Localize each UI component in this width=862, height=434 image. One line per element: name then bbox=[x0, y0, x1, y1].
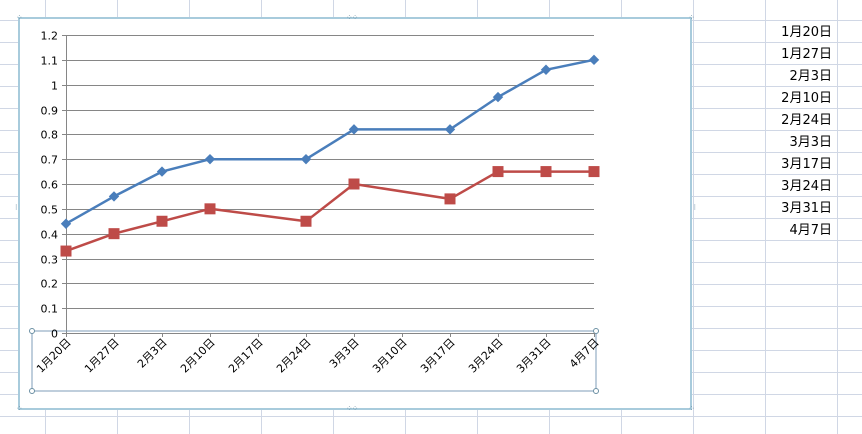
spreadsheet-cell[interactable]: 4月7日 bbox=[789, 223, 832, 238]
y-tick-label: 0.4 bbox=[41, 229, 59, 242]
data-point-square[interactable] bbox=[60, 245, 72, 257]
x-tick-label: 3月3日 bbox=[327, 336, 362, 371]
spreadsheet-date-column[interactable]: 1月20日 1月27日 2月3日 2月10日 2月24日 3月3日 3月17日 3月24日 3月… bbox=[718, 22, 834, 242]
spreadsheet-cell[interactable]: 1月20日 bbox=[781, 25, 832, 40]
data-point-diamond[interactable] bbox=[540, 64, 552, 75]
series-line[interactable] bbox=[65, 58, 595, 225]
data-point-square[interactable] bbox=[588, 166, 600, 178]
axis-selection-handle[interactable] bbox=[29, 388, 35, 394]
y-tick-label: 0.6 bbox=[41, 179, 59, 192]
series[interactable] bbox=[60, 54, 600, 257]
spreadsheet-cell[interactable]: 3月3日 bbox=[789, 135, 832, 150]
data-point-square[interactable] bbox=[300, 215, 312, 227]
data-point-diamond[interactable] bbox=[444, 124, 456, 135]
resize-handle-bottom[interactable]: ⁘⁘ bbox=[346, 404, 358, 413]
x-axis-tick-labels[interactable]: 1月20日 1月27日 2月3日 2月10日 2月17日 2月24日 3月3日 3月10日 3月… bbox=[34, 336, 602, 376]
data-point-square[interactable] bbox=[156, 215, 168, 227]
x-tick-label: 1月27日 bbox=[82, 336, 122, 376]
y-tick-label: 0.2 bbox=[41, 278, 59, 291]
data-point-diamond[interactable] bbox=[108, 191, 120, 202]
x-tick-label: 2月24日 bbox=[274, 336, 314, 376]
spreadsheet-cell[interactable]: 2月10日 bbox=[781, 91, 832, 106]
y-tick-label: 0.7 bbox=[41, 154, 59, 167]
resize-handle-bottom-right[interactable]: ⁘ bbox=[688, 404, 695, 413]
series-2[interactable] bbox=[60, 166, 600, 257]
data-point-square[interactable] bbox=[540, 166, 552, 178]
data-point-diamond[interactable] bbox=[300, 153, 312, 165]
x-axis-selection-box[interactable] bbox=[31, 330, 597, 392]
y-tick-label: 0.8 bbox=[41, 129, 59, 142]
y-tick-label: 0.1 bbox=[41, 303, 59, 316]
y-tick-label: 0.9 bbox=[41, 105, 59, 118]
axis-selection-handle[interactable] bbox=[29, 328, 35, 334]
gridlines bbox=[62, 35, 594, 334]
resize-handle-left[interactable]: ⁝ bbox=[15, 203, 17, 212]
x-tick-label: 3月17日 bbox=[418, 336, 458, 376]
x-tick-label: 1月20日 bbox=[34, 336, 74, 376]
resize-handle-bottom-left[interactable]: ⁘ bbox=[16, 404, 23, 413]
chart-area-frame[interactable]: ⁘ ⁘⁘ ⁘ ⁝ ⁝ ⁘ ⁘⁘ ⁘ bbox=[15, 13, 696, 413]
axes bbox=[29, 35, 599, 394]
x-tick-label: 2月17日 bbox=[226, 336, 266, 376]
resize-handle-top-right[interactable]: ⁘ bbox=[688, 13, 695, 22]
spreadsheet-cell[interactable]: 2月24日 bbox=[781, 113, 832, 128]
y-tick-label: 0.5 bbox=[41, 204, 59, 217]
data-point-diamond[interactable] bbox=[60, 218, 72, 229]
x-tick-label: 3月31日 bbox=[514, 336, 554, 376]
data-point-square[interactable] bbox=[348, 178, 360, 190]
y-tick-label: 1 bbox=[51, 80, 58, 93]
data-point-square[interactable] bbox=[492, 166, 504, 178]
spreadsheet-cell[interactable]: 3月31日 bbox=[781, 201, 832, 216]
axis-selection-handle[interactable] bbox=[593, 388, 599, 394]
line-chart: 0 0.1 0.2 0.3 0.4 0.5 0.6 0.7 0.8 0.9 1 1.1 1.2 1月20… bbox=[29, 30, 602, 394]
data-point-square[interactable] bbox=[444, 193, 456, 205]
y-tick-label: 1.2 bbox=[41, 30, 59, 43]
spreadsheet-cell[interactable]: 1月27日 bbox=[781, 47, 832, 62]
x-tick-label: 2月3日 bbox=[135, 336, 170, 371]
series-1[interactable] bbox=[60, 54, 600, 229]
axis-selection-handle[interactable] bbox=[593, 328, 599, 334]
resize-handle-top[interactable]: ⁘⁘ bbox=[346, 13, 358, 22]
data-point-diamond[interactable] bbox=[492, 91, 504, 103]
data-point-square[interactable] bbox=[108, 228, 120, 240]
spreadsheet-cell[interactable]: 3月24日 bbox=[781, 179, 832, 194]
x-tick-label: 3月24日 bbox=[466, 336, 506, 376]
y-tick-label: 0.3 bbox=[41, 254, 59, 267]
y-axis-tick-labels: 0 0.1 0.2 0.3 0.4 0.5 0.6 0.7 0.8 0.9 1 1.1 1.2 bbox=[41, 30, 59, 341]
spreadsheet-cell[interactable]: 2月3日 bbox=[789, 69, 832, 84]
data-point-diamond[interactable] bbox=[348, 124, 360, 135]
data-point-diamond[interactable] bbox=[588, 54, 600, 66]
x-tick-label: 3月10日 bbox=[370, 336, 410, 376]
resize-handle-right[interactable]: ⁝ bbox=[693, 203, 695, 212]
data-point-diamond[interactable] bbox=[204, 153, 216, 165]
resize-handle-top-left[interactable]: ⁘ bbox=[16, 13, 23, 22]
spreadsheet-cell[interactable]: 3月17日 bbox=[781, 157, 832, 172]
data-point-diamond[interactable] bbox=[156, 166, 168, 177]
y-tick-label: 1.1 bbox=[41, 55, 59, 68]
data-point-square[interactable] bbox=[204, 203, 216, 215]
series-line[interactable] bbox=[65, 170, 594, 253]
y-tick-label: 0 bbox=[51, 328, 58, 341]
x-tick-label: 2月10日 bbox=[178, 336, 218, 376]
